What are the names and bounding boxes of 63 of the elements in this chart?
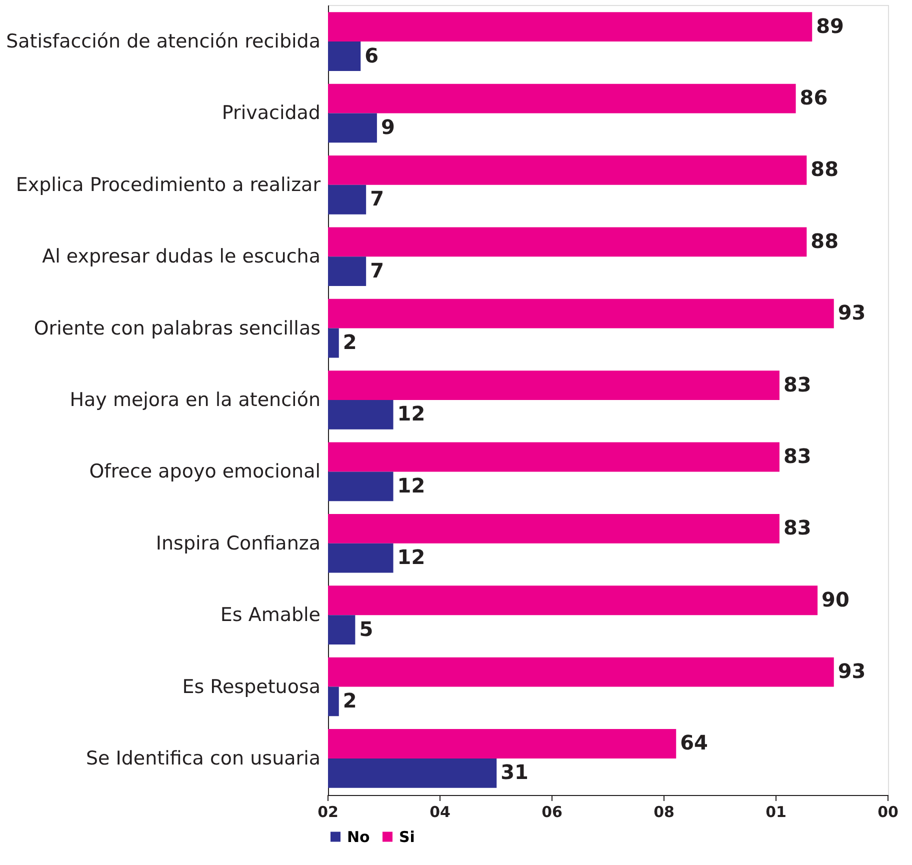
data-label: 88 (810, 228, 839, 253)
data-label: 83 (783, 516, 812, 540)
bar (328, 156, 807, 185)
bar (328, 298, 834, 328)
y-tick-label: Satisfacción de atención recibida (6, 30, 320, 53)
data-label: 86 (800, 86, 828, 110)
y-tick-label: Se Identifica con usuaria (86, 747, 320, 770)
data-label: 6 (364, 43, 379, 68)
legend-label: Si (399, 828, 415, 846)
y-tick-label: Privacidad (222, 102, 320, 124)
text: 06 (542, 803, 562, 821)
data-label: 12 (397, 402, 426, 426)
bar (328, 12, 812, 42)
data-label: 9 (380, 114, 395, 139)
y-tick-label: Oriente con palabras sencillas (34, 317, 320, 340)
text: 02 (318, 803, 338, 821)
data-label: 7 (370, 186, 384, 211)
bar (328, 615, 356, 644)
y-tick-label: Inspira Confianza (156, 532, 320, 554)
y-tick-label: Es Amable (220, 604, 320, 626)
legend-label: No (347, 828, 370, 846)
data-label: 2 (342, 688, 357, 712)
bar (328, 113, 377, 143)
data-label: 64 (680, 730, 708, 755)
data-label: 90 (822, 587, 850, 612)
text: 00 (878, 803, 898, 821)
data-label: 93 (838, 300, 866, 325)
y-tick-label: Al expresar dudas le escucha (42, 246, 320, 268)
bar (328, 758, 497, 788)
data-label: 5 (359, 616, 374, 641)
bar (328, 84, 796, 114)
y-tick-label: Ofrece apoyo emocional (89, 460, 320, 483)
bar (328, 543, 394, 573)
bar (328, 514, 780, 544)
data-label: 12 (397, 545, 426, 570)
y-tick-label: Es Respetuosa (182, 676, 320, 698)
bar (328, 370, 780, 400)
bar (328, 400, 394, 430)
bar (328, 227, 807, 257)
data-label: 83 (783, 444, 812, 468)
data-label: 12 (397, 473, 426, 498)
bar (328, 729, 676, 758)
bar (328, 686, 339, 716)
text: 04 (430, 803, 450, 821)
y-tick-label: Explica Procedimiento a realizar (16, 174, 321, 196)
data-label: 31 (500, 760, 528, 784)
bar (328, 256, 366, 286)
bar (328, 42, 361, 71)
data-label: 2 (342, 330, 357, 354)
bar (328, 328, 339, 358)
bar (328, 586, 818, 616)
data-label: 88 (810, 157, 839, 182)
text: 08 (654, 803, 674, 821)
bar (328, 184, 366, 214)
bar (328, 657, 834, 687)
data-label: 89 (816, 14, 844, 38)
bar (328, 442, 780, 472)
text: 01 (766, 803, 786, 821)
bar (328, 472, 394, 502)
data-label: 7 (370, 258, 384, 282)
data-label: 83 (783, 372, 812, 396)
y-tick-label: Hay mejora en la atención (70, 389, 320, 411)
data-label: 93 (838, 659, 866, 684)
